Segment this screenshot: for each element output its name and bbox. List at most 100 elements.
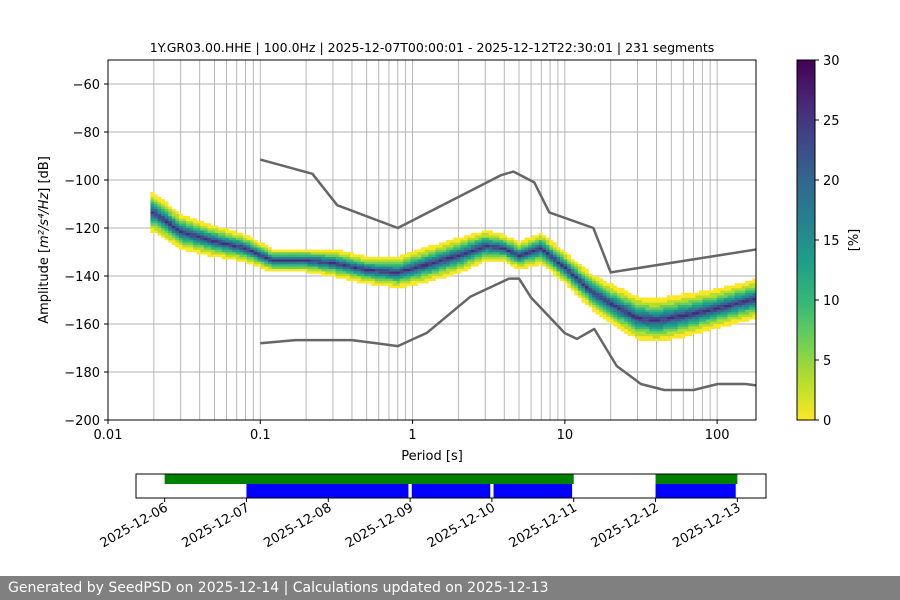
heatmap-cell bbox=[485, 247, 490, 250]
heatmap-cell bbox=[495, 256, 500, 260]
heatmap-cell bbox=[645, 314, 650, 317]
heatmap-cell bbox=[609, 316, 614, 320]
heatmap-cell bbox=[460, 252, 465, 255]
heatmap-cell bbox=[688, 319, 693, 322]
heatmap-cell bbox=[300, 266, 304, 269]
heatmap-cell bbox=[563, 276, 568, 279]
heatmap-cell bbox=[471, 240, 475, 243]
heatmap-cell bbox=[196, 228, 201, 231]
heatmap-cell bbox=[567, 271, 572, 274]
heatmap-cell bbox=[552, 242, 557, 245]
heatmap-cell bbox=[492, 249, 497, 253]
heatmap-cell bbox=[681, 295, 686, 298]
heatmap-cell bbox=[335, 261, 340, 265]
heatmap-cell bbox=[424, 252, 429, 255]
heatmap-cell bbox=[346, 264, 351, 267]
heatmap-cell bbox=[371, 261, 376, 265]
heatmap-cell bbox=[581, 283, 586, 286]
heatmap-cell bbox=[456, 264, 461, 267]
heatmap-cell bbox=[606, 285, 611, 289]
heatmap-cell bbox=[442, 259, 447, 262]
heatmap-cell bbox=[431, 259, 436, 262]
heatmap-cell bbox=[556, 247, 561, 250]
heatmap-cell bbox=[538, 242, 543, 245]
heatmap-cell bbox=[620, 312, 625, 315]
heatmap-cell bbox=[706, 292, 710, 296]
heatmap-cell bbox=[310, 256, 315, 260]
heatmap-cell bbox=[638, 314, 643, 317]
heatmap-cell bbox=[214, 240, 219, 243]
heatmap-cell bbox=[638, 307, 643, 310]
heatmap-cell bbox=[228, 240, 233, 243]
heatmap-cell bbox=[414, 252, 418, 255]
heatmap-cell bbox=[638, 316, 643, 320]
heatmap-cell bbox=[161, 230, 165, 233]
heatmap-cell bbox=[428, 252, 433, 255]
heatmap-cell bbox=[171, 232, 176, 236]
heatmap-cell bbox=[720, 309, 725, 313]
heatmap-cell bbox=[748, 304, 753, 308]
heatmap-cell bbox=[410, 273, 415, 277]
heatmap-cell bbox=[535, 256, 540, 260]
heatmap-cell bbox=[481, 252, 486, 255]
heatmap-cell bbox=[364, 264, 369, 267]
heatmap-cell bbox=[235, 259, 240, 262]
heatmap-cell bbox=[260, 244, 265, 248]
heatmap-cell bbox=[556, 259, 561, 262]
heatmap-cell bbox=[453, 249, 458, 253]
heatmap-cell bbox=[446, 252, 450, 255]
heatmap-cell bbox=[353, 266, 358, 269]
heatmap-cell bbox=[374, 273, 379, 277]
colorbar-tick-label: 0 bbox=[823, 414, 831, 429]
heatmap-cell bbox=[456, 249, 461, 253]
heatmap-cell bbox=[752, 280, 756, 284]
heatmap-cell bbox=[659, 328, 664, 332]
heatmap-cell bbox=[154, 225, 158, 229]
heatmap-cell bbox=[727, 316, 732, 320]
heatmap-cell bbox=[374, 256, 379, 260]
heatmap-cell bbox=[324, 254, 329, 257]
heatmap-cell bbox=[392, 273, 397, 277]
heatmap-cell bbox=[239, 237, 244, 241]
heatmap-cell bbox=[524, 242, 529, 245]
heatmap-cell bbox=[342, 271, 347, 274]
heatmap-cell bbox=[431, 254, 436, 257]
heatmap-cell bbox=[463, 264, 468, 267]
heatmap-cell bbox=[406, 256, 411, 260]
noise-models bbox=[259, 158, 756, 392]
heatmap-cell bbox=[289, 261, 294, 265]
heatmap-cell bbox=[620, 302, 625, 305]
heatmap-cell bbox=[617, 290, 621, 293]
heatmap-cell bbox=[456, 240, 461, 243]
heatmap-cell bbox=[674, 300, 678, 303]
heatmap-cell bbox=[303, 259, 308, 262]
heatmap-cell bbox=[332, 268, 336, 272]
heatmap-cell bbox=[328, 271, 333, 274]
heatmap-cell bbox=[410, 264, 415, 267]
heatmap-cell bbox=[428, 271, 433, 274]
heatmap-cell bbox=[535, 259, 540, 262]
heatmap-cell bbox=[652, 314, 657, 317]
heatmap-cell bbox=[196, 237, 201, 241]
heatmap-cell bbox=[157, 196, 162, 200]
heatmap-cell bbox=[321, 264, 326, 267]
heatmap-cell bbox=[613, 307, 618, 310]
heatmap-cell bbox=[406, 261, 411, 265]
heatmap-cell bbox=[538, 252, 543, 255]
heatmap-cell bbox=[727, 321, 732, 325]
heatmap-cell bbox=[271, 266, 276, 269]
heatmap-cell bbox=[510, 264, 515, 267]
heatmap-cell bbox=[488, 249, 493, 253]
heatmap-cell bbox=[510, 242, 515, 245]
heatmap-cell bbox=[727, 297, 732, 301]
heatmap-cell bbox=[634, 300, 639, 303]
heatmap-cell bbox=[691, 314, 696, 317]
heatmap-cell bbox=[481, 247, 486, 250]
heatmap-cell bbox=[385, 280, 390, 284]
heatmap-cell bbox=[602, 314, 607, 317]
heatmap-cell bbox=[442, 273, 447, 277]
heatmap-cell bbox=[371, 256, 376, 260]
heatmap-cell bbox=[207, 252, 212, 255]
heatmap-cell bbox=[357, 276, 361, 279]
heatmap-cell bbox=[228, 232, 233, 236]
